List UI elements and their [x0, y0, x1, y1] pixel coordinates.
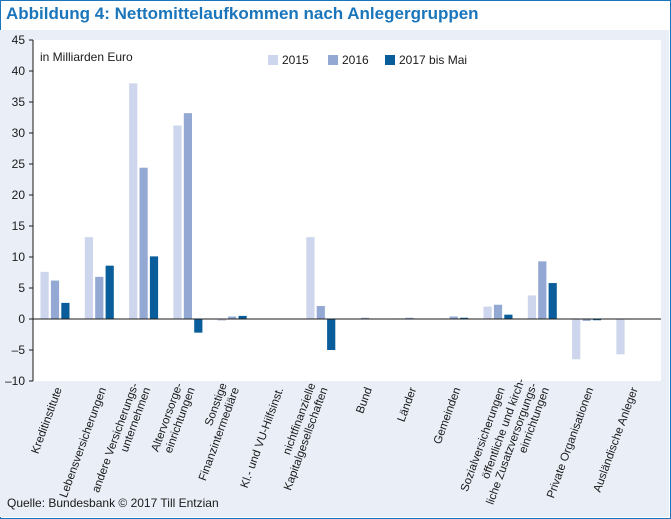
- x-tick-label: Kl.- und VU-Hilfsinst.: [239, 386, 287, 490]
- source-note: Quelle: Bundesbank © 2017 Till Entzian: [7, 496, 219, 510]
- legend-swatch: [328, 55, 338, 65]
- y-tick-label: –10: [5, 374, 25, 388]
- bar: [139, 167, 148, 319]
- bar: [405, 317, 414, 319]
- bar: [538, 261, 547, 319]
- bar: [105, 265, 114, 319]
- bar: [548, 283, 557, 319]
- bar: [504, 314, 513, 319]
- x-tick-label: Ausländische Anleger: [592, 386, 641, 494]
- bar: [173, 125, 182, 319]
- y-tick-label: 0: [18, 312, 25, 326]
- legend-label: 2015: [282, 53, 309, 67]
- unit-label: in Milliarden Euro: [40, 50, 133, 64]
- bar: [316, 305, 325, 319]
- bar: [50, 280, 60, 319]
- bar: [84, 237, 93, 319]
- legend: 2015 2016 2017 bis Mai: [268, 53, 467, 67]
- bar: [361, 317, 370, 319]
- bar: [592, 319, 602, 321]
- bar: [149, 256, 159, 319]
- y-tick-label: 30: [12, 126, 26, 140]
- x-tick-label: Gemeinden: [432, 386, 464, 446]
- bar: [582, 319, 591, 321]
- y-tick-label: 5: [18, 281, 25, 295]
- bar: [327, 319, 336, 350]
- bar: [616, 319, 625, 355]
- y-axis-group: –10 –5 0 5 10 15 20 25 30 35 40 45: [5, 33, 34, 388]
- legend-label: 2017 bis Mai: [399, 53, 467, 67]
- x-tick-label: Private Organisationen: [545, 386, 596, 500]
- legend-swatch: [385, 55, 395, 65]
- bar: [493, 304, 503, 319]
- bar: [449, 316, 458, 319]
- x-tick-label: Altervorsorge-einrichtungen: [150, 381, 198, 458]
- bar: [483, 306, 492, 319]
- x-tick-label: Bund: [354, 386, 374, 415]
- x-tick-label: Kreditinstitute: [30, 386, 65, 456]
- bar: [217, 319, 226, 321]
- bars-group: [40, 83, 625, 360]
- bar: [183, 113, 192, 319]
- bar: [129, 83, 138, 320]
- y-tick-label: –5: [12, 343, 26, 357]
- bar: [238, 315, 247, 319]
- bar: [460, 317, 469, 319]
- bar: [40, 271, 49, 319]
- y-tick-label: 45: [12, 33, 26, 47]
- legend-swatch: [268, 55, 278, 65]
- bar: [306, 237, 315, 319]
- y-tick-label: 25: [12, 157, 26, 171]
- y-tick-label: 35: [12, 95, 26, 109]
- bar: [527, 295, 536, 319]
- plot-area: [33, 40, 661, 381]
- bar: [95, 276, 104, 319]
- figure-title: Abbildung 4: Nettomittelaufkommen nach A…: [6, 4, 479, 23]
- y-tick-label: 20: [12, 188, 26, 202]
- y-tick-label: 15: [12, 219, 26, 233]
- bar: [194, 319, 203, 333]
- y-tick-label: 40: [12, 64, 26, 78]
- bar: [61, 302, 70, 319]
- bar: [572, 319, 581, 360]
- legend-label: 2016: [342, 53, 369, 67]
- x-axis-labels: KreditinstituteLebensversicherungenander…: [30, 377, 641, 506]
- bar: [228, 316, 237, 319]
- y-tick-label: 10: [12, 250, 26, 264]
- x-tick-label: Länder: [396, 386, 420, 424]
